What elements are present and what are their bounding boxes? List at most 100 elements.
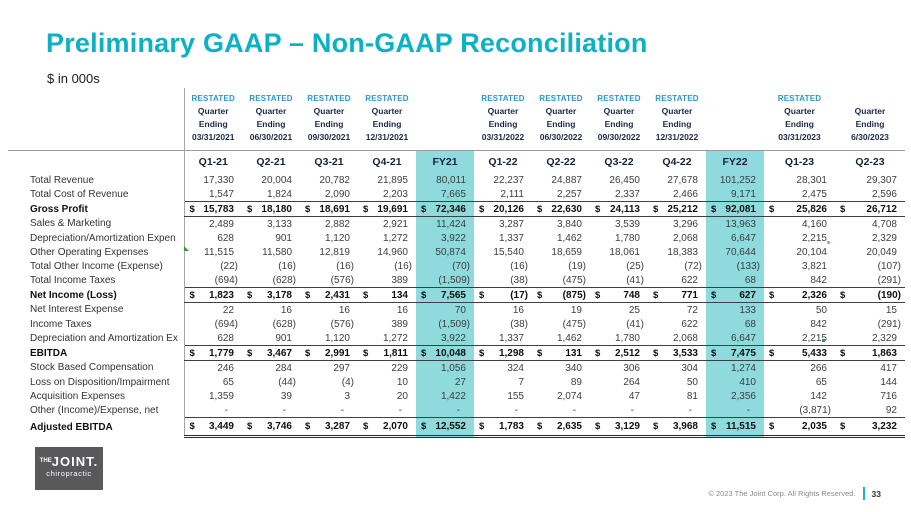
row-label: Total Revenue [30,174,94,186]
table-container: RESTATED Quarter Ending 03/31/2021 RESTATED Q… [8,88,905,438]
value-cell: (22) [183,259,242,273]
value-cell: (25) [626,260,644,272]
row-label: Loss on Disposition/Impairment [30,376,170,388]
cell-value: 2,431 [324,289,350,301]
value-cell: 9,171 [706,187,764,202]
value-cell: $2,431 [300,287,358,303]
cell-value: 18,180 [261,203,292,215]
dollar-sign: $ [421,289,427,301]
value-cell: (16) [278,260,296,272]
value-cell: 92 [885,404,897,416]
value-cell: 4,160 [801,218,827,230]
value-cell: $11,515 [706,417,764,438]
value-cell: 20,049 [866,246,897,258]
page-number: 33 [871,488,881,499]
value-cell: 68 [706,317,764,331]
dollar-sign: $ [189,203,195,215]
value-cell: 1,824 [266,188,292,200]
value-cell: $20,126 [474,201,532,217]
excel-flag-marker [822,339,825,342]
value-cell: 11,515 [183,245,242,259]
cell-value: 15,783 [203,203,234,215]
value-cell: 7,665 [416,187,474,202]
table-row: Other (Income)/Expense, net - - - - - - - - - - (3,… [8,403,905,418]
table-row: Gross Profit $15,783 $18,180 $18,691 $19,691… [8,201,905,217]
dollar-sign: $ [305,421,311,432]
cell-value: 5,433 [801,347,827,359]
value-cell: 2,215 [801,232,827,244]
value-cell: $ (875) [532,287,590,303]
value-cell: 20 [396,390,408,402]
cell-value: 131 [565,347,582,359]
value-cell: 340 [565,362,582,374]
value-cell: 65 [183,375,242,389]
value-cell: 2,111 [500,188,524,200]
dollar-sign: $ [305,347,311,359]
value-cell: 622 [681,318,698,330]
header-line: Ending [314,119,344,129]
cell-value: 3,287 [324,421,350,432]
column-label-q2-21: Q2-21 [256,156,286,168]
value-cell: $131 [532,345,590,361]
dollar-sign: $ [595,289,601,301]
value-cell: 2,356 [706,389,764,403]
header-line: 6/30/2023 [851,132,889,142]
row-label: EBITDA [30,347,68,359]
header-line: 03/31/2023 [778,132,821,142]
column-label-q1-22: Q1-22 [488,156,518,168]
value-cell: $18,691 [300,201,358,217]
row-label: Total Cost of Revenue [30,188,129,200]
value-cell: $2,635 [532,417,590,438]
cell-value: 3,533 [672,347,698,359]
value-cell: $72,346 [416,201,474,217]
column-date-header: RESTATED Quarter Ending 03/31/2021 [183,88,242,151]
value-cell: $7,565 [416,287,474,303]
value-cell: 2,466 [672,188,698,200]
value-cell: 2,596 [871,188,897,200]
cell-value: 1,298 [498,347,524,359]
value-cell: (19) [568,260,586,272]
cell-value: 2,512 [614,347,640,359]
dollar-sign: $ [537,203,543,215]
table-row: Loss on Disposition/Impairment 65 (44) (4) 1… [8,375,905,389]
dollar-sign: $ [363,421,369,432]
restated-label: RESTATED [191,94,236,103]
value-cell: 28,301 [796,174,827,186]
value-cell: $1,863 [835,345,905,361]
value-cell: 39 [280,390,292,402]
value-cell: 2,329 [871,232,897,244]
value-cell: 72 [686,304,698,316]
dollar-sign: $ [840,289,846,301]
value-cell: $25,212 [648,201,706,217]
dollar-sign: $ [653,203,659,215]
dollar-sign: $ [711,289,717,301]
value-cell: - [630,404,634,416]
header-line: 09/30/2021 [307,132,351,142]
restated-label: RESTATED [539,94,583,103]
value-cell: 50,874 [416,245,474,259]
value-cell: 2,074 [556,390,582,402]
column-date-header: RESTATED Quarter Ending 03/31/2023 [764,88,835,151]
row-label: Acquisition Expenses [30,390,126,402]
column-label-q1-21: Q1-21 [183,150,242,173]
value-cell: 246 [183,360,242,375]
value-cell: 155 [507,390,524,402]
value-cell: $5,433 [764,345,835,361]
value-cell: 19 [570,304,582,316]
value-cell: 304 [681,362,698,374]
value-cell: $3,129 [590,417,648,438]
header-line: Quarter [197,106,229,116]
value-cell: $771 [648,287,706,303]
row-label: Net Interest Expense [30,304,124,316]
value-cell: 297 [333,362,350,374]
value-cell: (38) [510,274,528,286]
dollar-sign: $ [769,421,775,432]
cell-value: 12,552 [435,421,466,432]
header-line: Ending [546,119,576,129]
cell-value: 627 [739,289,756,301]
header-line: Ending [372,119,402,129]
value-cell: 3,922 [416,331,474,346]
copyright-text: © 2023 The Joint Corp. All Rights Reserv… [708,489,856,498]
header-line: Ending [785,119,814,129]
